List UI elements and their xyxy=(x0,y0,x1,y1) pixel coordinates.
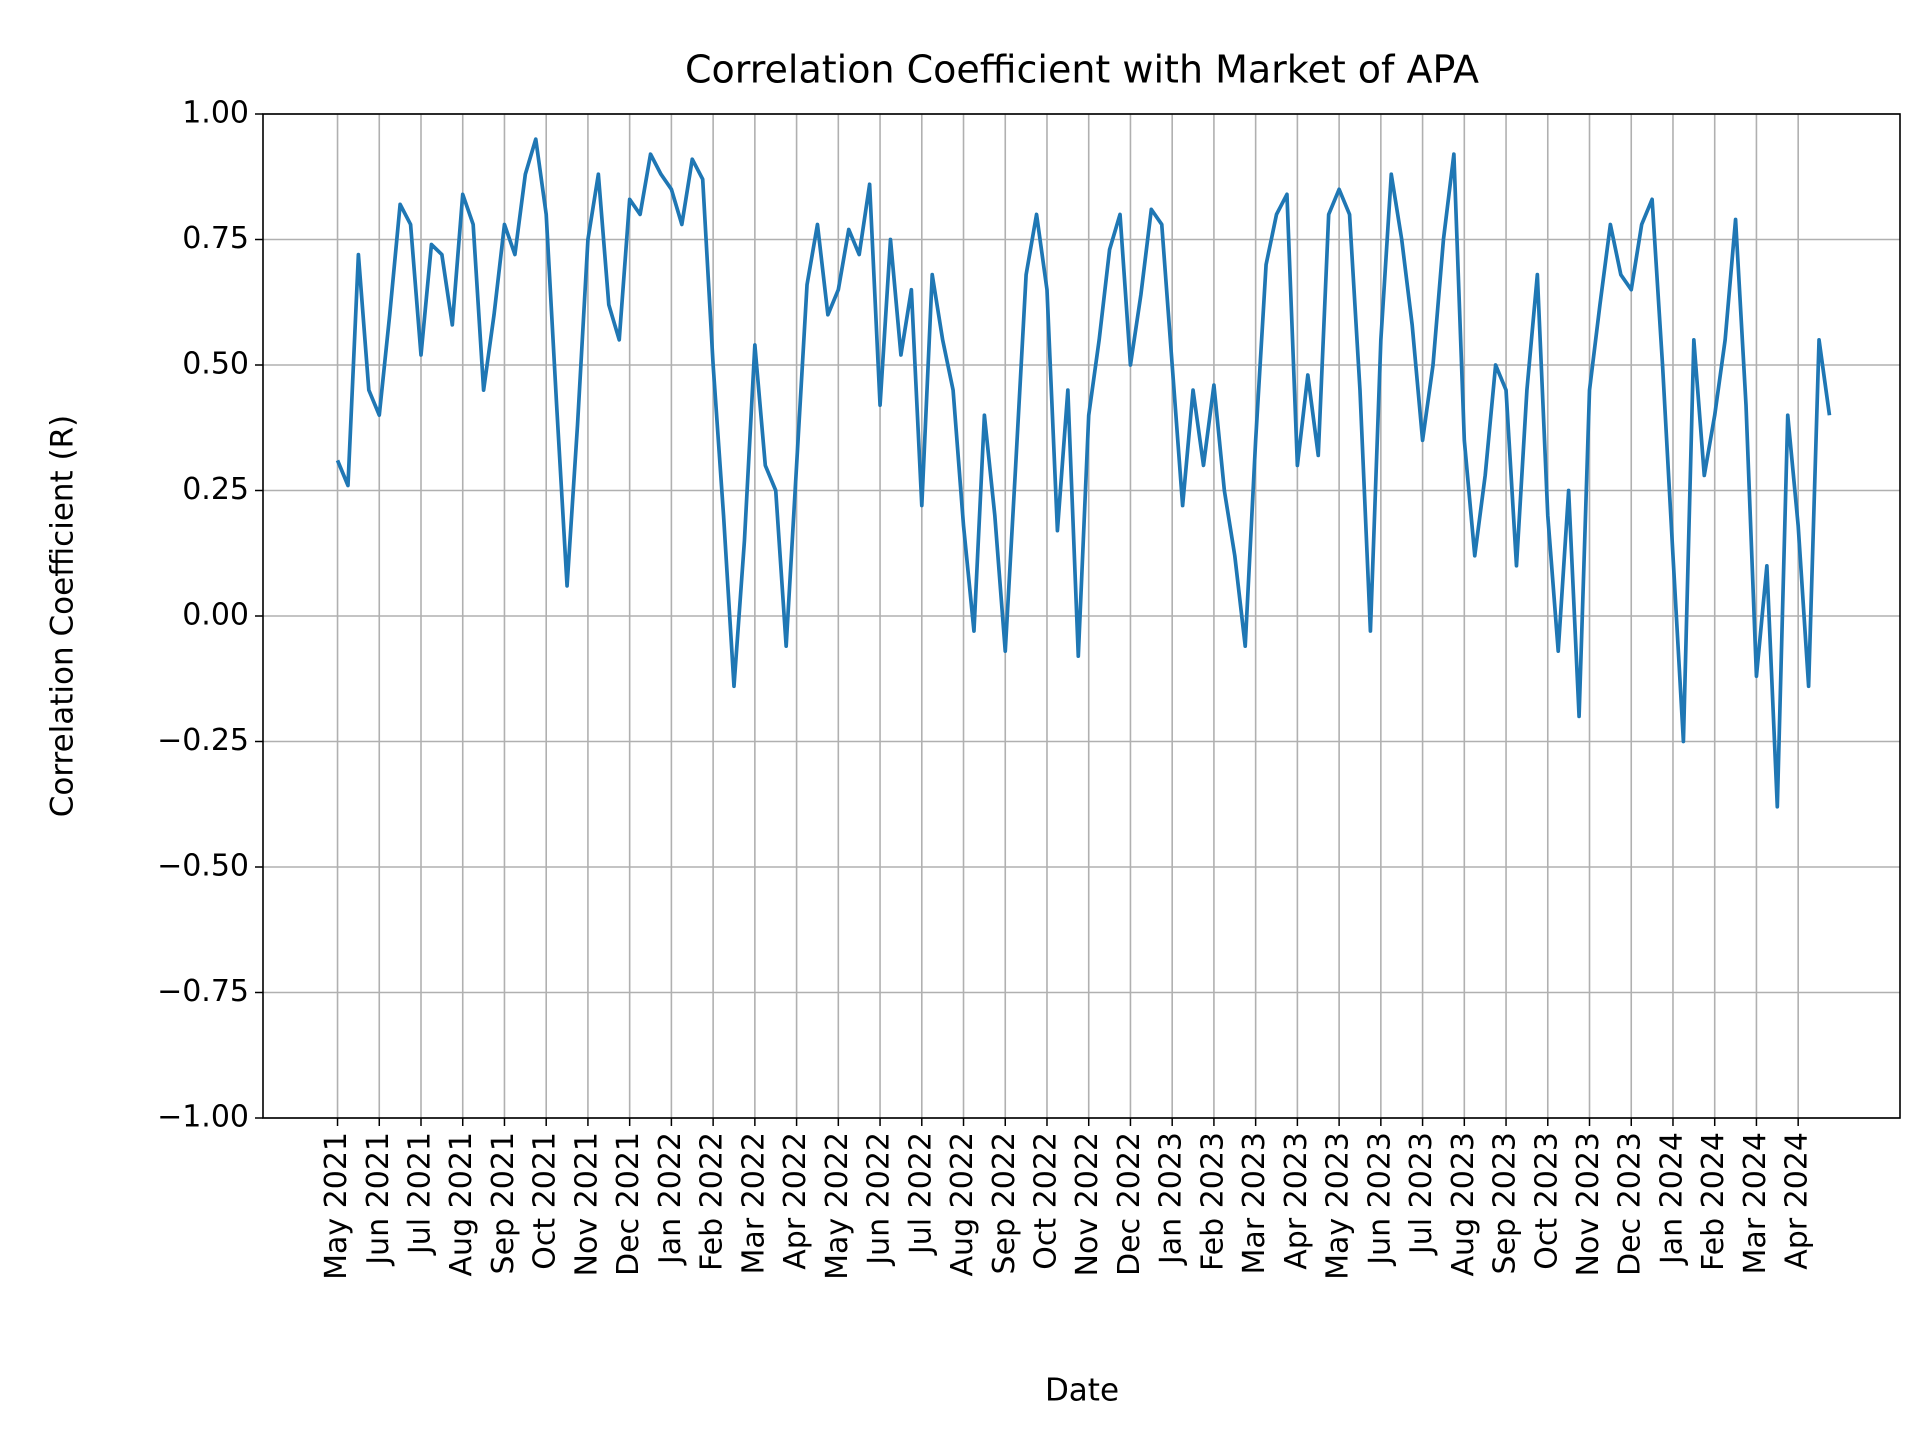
y-tick-label: −0.50 xyxy=(157,849,249,884)
data-line xyxy=(335,137,1832,809)
x-tick-label: Jan 2022 xyxy=(653,1132,688,1266)
x-tick-label: Mar 2023 xyxy=(1237,1132,1272,1275)
y-tick-label: 1.00 xyxy=(182,96,249,131)
x-tick-label: Aug 2022 xyxy=(945,1132,980,1276)
x-tick-label: May 2021 xyxy=(319,1132,354,1280)
x-tick-label: Dec 2023 xyxy=(1613,1132,1648,1276)
x-tick-label: Jun 2021 xyxy=(361,1132,396,1267)
x-axis-label: Date xyxy=(1045,1373,1119,1409)
x-tick-label: Jan 2023 xyxy=(1154,1132,1189,1266)
x-tick-label: May 2022 xyxy=(820,1132,855,1280)
y-tick-label: 0.00 xyxy=(182,598,249,633)
x-tick-label: Jul 2023 xyxy=(1404,1132,1439,1256)
x-tick-label: Jun 2022 xyxy=(862,1132,897,1267)
x-tick-label: Nov 2022 xyxy=(1070,1132,1105,1276)
x-tick-label: Oct 2022 xyxy=(1028,1132,1063,1270)
y-axis-label: Correlation Coefficient (R) xyxy=(45,415,81,818)
x-tick-label: Oct 2023 xyxy=(1529,1132,1564,1270)
y-tick-label: −0.25 xyxy=(157,723,249,758)
x-tick-label: Mar 2022 xyxy=(736,1132,771,1275)
x-tick-label: Apr 2024 xyxy=(1780,1132,1815,1270)
x-tick-label: Mar 2024 xyxy=(1738,1132,1773,1275)
x-tick-label: Apr 2022 xyxy=(778,1132,813,1270)
x-tick-label: Jul 2021 xyxy=(402,1132,437,1256)
x-tick-label: Dec 2022 xyxy=(1112,1132,1147,1276)
x-tick-label: Nov 2023 xyxy=(1571,1132,1606,1276)
x-tick-label: Jan 2024 xyxy=(1654,1132,1689,1266)
x-tick-label: Feb 2022 xyxy=(695,1132,730,1271)
y-tick-label: 0.75 xyxy=(182,221,249,256)
x-tick-label: Jun 2023 xyxy=(1362,1132,1397,1267)
x-tick-label: Oct 2021 xyxy=(528,1132,563,1270)
y-tick-label: 0.50 xyxy=(182,347,249,382)
y-tick-label: −1.00 xyxy=(157,1100,249,1135)
x-tick-label: Feb 2024 xyxy=(1696,1132,1731,1271)
x-tick-label: Aug 2021 xyxy=(444,1132,479,1276)
x-tick-label: Jul 2022 xyxy=(903,1132,938,1256)
chart-title: Correlation Coefficient with Market of A… xyxy=(685,48,1479,92)
x-tick-label: Nov 2021 xyxy=(569,1132,604,1276)
x-tick-label: Dec 2021 xyxy=(611,1132,646,1276)
x-tick-label: Sep 2023 xyxy=(1488,1132,1523,1274)
x-tick-label: Sep 2022 xyxy=(987,1132,1022,1274)
x-tick-label: Feb 2023 xyxy=(1195,1132,1230,1271)
x-tick-label: Apr 2023 xyxy=(1279,1132,1314,1270)
x-tick-label: Aug 2023 xyxy=(1446,1132,1481,1276)
y-tick-label: 0.25 xyxy=(182,472,249,507)
x-tick-label: Sep 2021 xyxy=(486,1132,521,1274)
y-tick-label: −0.75 xyxy=(157,974,249,1009)
x-tick-label: May 2023 xyxy=(1321,1132,1356,1280)
plot-frame xyxy=(262,113,1901,1119)
